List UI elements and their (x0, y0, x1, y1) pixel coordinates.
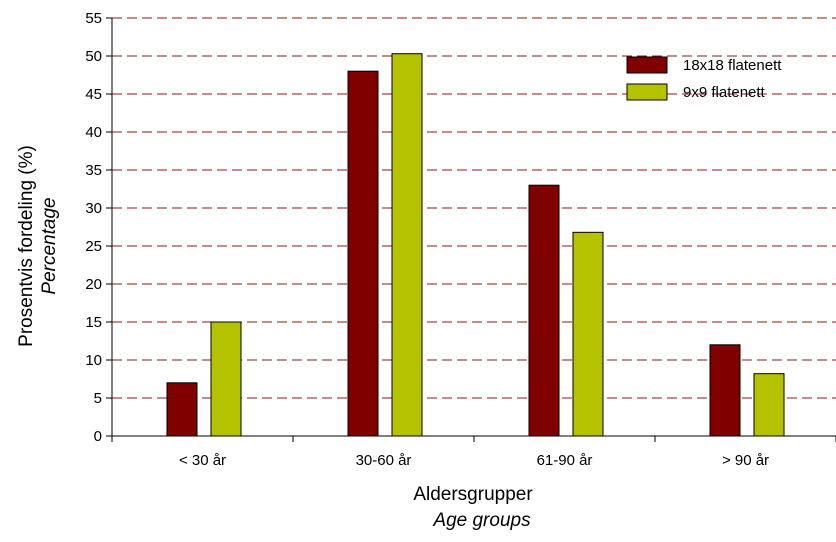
y-tick-label: 55 (85, 10, 102, 27)
y-axis-label: Prosentvis fordeling (%) (16, 145, 37, 347)
y-tick-label: 45 (85, 86, 102, 103)
legend: 18x18 flatenett 9x9 flatenett (626, 56, 782, 101)
bar-18x18-0 (166, 382, 198, 437)
y-tick-label: 10 (85, 352, 102, 369)
legend-label-18x18: 18x18 flatenett (683, 57, 782, 74)
y-tick-label: 0 (94, 428, 102, 445)
legend-swatch-18x18 (626, 56, 668, 74)
bar-9x9-1 (391, 53, 423, 437)
y-axis-label-english: Percentage (39, 197, 60, 294)
y-tick-label: 30 (85, 200, 102, 217)
bar-9x9-3 (753, 373, 785, 437)
x-tick-label: < 30 år (179, 452, 226, 469)
ticks: < 30 år 30-60 år 61-90 år > 90 år 0 5 10 15 20 25… (85, 10, 836, 469)
x-tick-label: 30-60 år (356, 452, 412, 469)
x-tick-label: 61-90 år (537, 452, 593, 469)
bar-9x9-2 (572, 231, 604, 437)
x-tick-label: > 90 år (722, 452, 769, 469)
y-tick-label: 15 (85, 314, 102, 331)
y-tick-label: 20 (85, 276, 102, 293)
y-tick-label: 40 (85, 124, 102, 141)
x-axis-label: Aldersgrupper (413, 484, 533, 505)
bar-9x9-0 (210, 321, 242, 437)
y-tick-label: 25 (85, 238, 102, 255)
bar-18x18-2 (528, 184, 560, 437)
y-tick-label: 50 (85, 48, 102, 65)
bar-18x18-3 (709, 344, 741, 437)
legend-label-9x9: 9x9 flatenett (683, 84, 766, 101)
y-tick-label: 5 (94, 390, 102, 407)
x-axis-label-english: Age groups (432, 510, 531, 531)
bars (166, 53, 785, 437)
legend-swatch-9x9 (626, 83, 668, 101)
bar-18x18-1 (347, 70, 379, 437)
y-tick-label: 35 (85, 162, 102, 179)
